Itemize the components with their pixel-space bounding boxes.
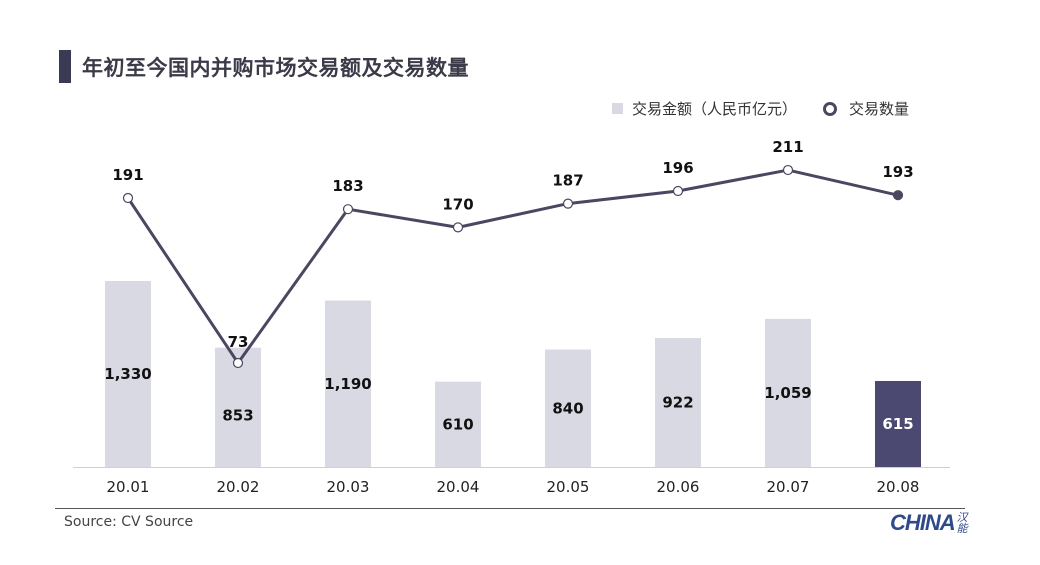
bar-value-label: 853 — [222, 406, 253, 424]
logo-text: CHINA — [890, 510, 956, 535]
legend-line-marker-icon — [823, 101, 838, 116]
line-marker — [562, 198, 574, 209]
line-value-label: 211 — [772, 138, 803, 156]
count-line — [126, 168, 899, 365]
legend-bar-swatch-icon — [612, 103, 623, 114]
line-value-label: 187 — [552, 172, 583, 190]
legend: 交易金额（人民币亿元） 交易数量 — [612, 98, 909, 119]
line-value-label: 73 — [228, 333, 249, 351]
x-tick-label: 20.08 — [877, 478, 920, 496]
legend-bar-label: 交易金额（人民币亿元） — [632, 100, 798, 118]
bar-20.01 — [105, 281, 151, 467]
bar-20.05 — [545, 349, 591, 467]
logo-cn: 汉能 — [956, 511, 968, 535]
china-logo: CHINA 汉能 — [890, 510, 969, 536]
line-value-label: 191 — [112, 166, 143, 184]
bar-20.07 — [765, 318, 811, 467]
line-marker — [892, 190, 904, 201]
x-tick-label: 20.07 — [767, 478, 810, 496]
x-tick-label: 20.06 — [657, 478, 700, 496]
x-tick-label: 20.05 — [547, 478, 590, 496]
bar-value-label: 1,330 — [104, 365, 151, 383]
line-value-label: 170 — [442, 195, 473, 213]
line-marker — [232, 357, 244, 369]
bar-value-label: 615 — [882, 415, 913, 433]
bar-20.08 — [875, 380, 921, 467]
line-marker — [672, 185, 684, 197]
x-tick-label: 20.04 — [437, 478, 480, 496]
bar-value-label: 1,059 — [764, 384, 811, 402]
bar-value-label: 922 — [662, 394, 693, 412]
x-tick-label: 20.01 — [107, 478, 150, 496]
line-marker — [782, 164, 794, 176]
line-value-label: 196 — [662, 159, 693, 177]
source-note: Source: CV Source — [64, 514, 194, 530]
chart-title: 年初至今国内并购市场交易额及交易数量 — [82, 56, 469, 80]
line-value-label: 183 — [332, 177, 363, 195]
line-value-label: 193 — [882, 163, 913, 181]
bar-20.06 — [655, 338, 701, 467]
line-marker — [452, 222, 464, 233]
line-marker — [122, 192, 134, 204]
x-tick-label: 20.02 — [217, 478, 260, 496]
title-accent-bar — [59, 50, 71, 83]
legend-line-label: 交易数量 — [849, 100, 910, 118]
bar-value-label: 840 — [552, 399, 583, 417]
bar-value-label: 1,190 — [324, 375, 371, 393]
bar-20.04 — [435, 381, 481, 467]
line-marker — [342, 204, 354, 215]
bar-20.03 — [325, 300, 371, 467]
x-tick-label: 20.03 — [327, 478, 370, 496]
bar-value-label: 610 — [442, 415, 473, 433]
